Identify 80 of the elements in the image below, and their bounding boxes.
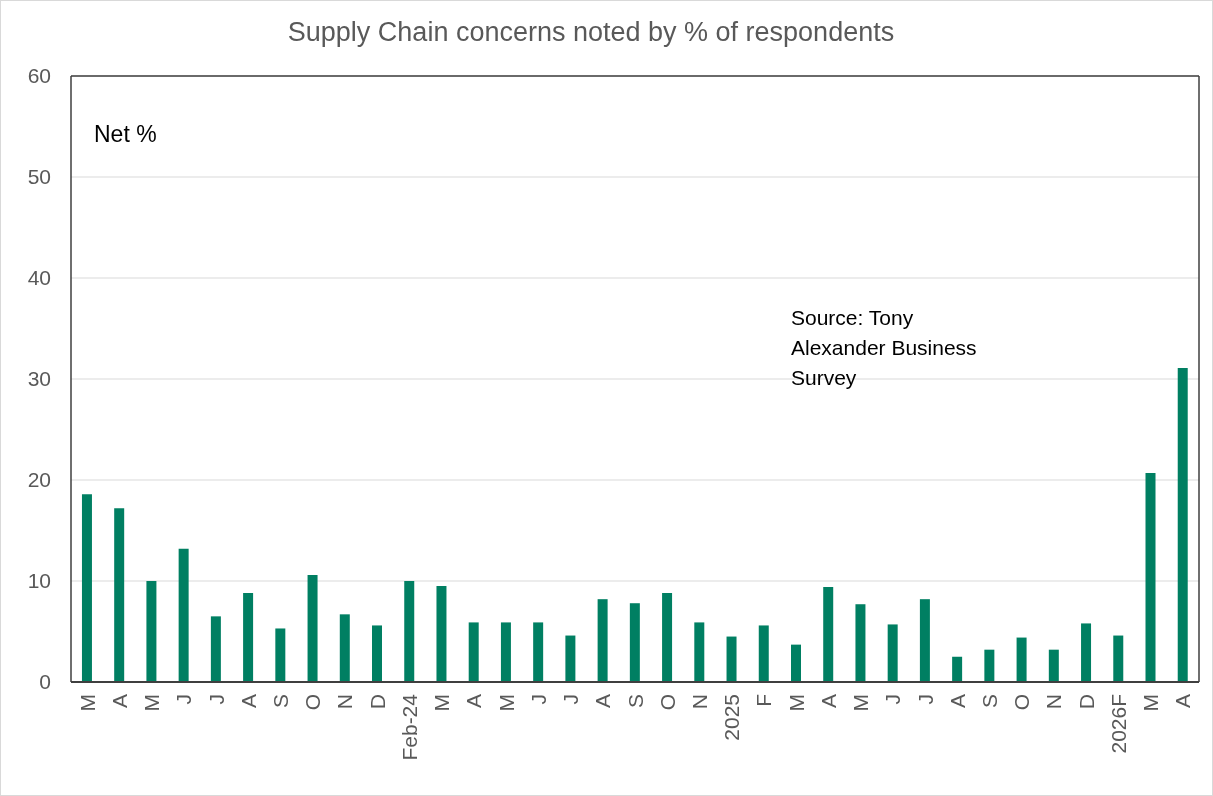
- bar: [436, 586, 447, 682]
- bar: [339, 614, 350, 682]
- bar: [146, 581, 157, 682]
- bar: [1145, 472, 1156, 682]
- bar: [694, 622, 705, 682]
- x-tick-label: N: [687, 694, 711, 710]
- y-tick-label: 0: [39, 670, 51, 694]
- bar: [952, 656, 963, 682]
- annotation: Source: Tony Alexander Business Survey: [791, 305, 978, 391]
- bar: [178, 548, 189, 682]
- x-tick-label: 2025: [720, 694, 744, 741]
- y-tick-label: 20: [27, 468, 51, 492]
- bar: [855, 604, 866, 682]
- x-tick-label: S: [623, 694, 647, 709]
- x-tick-label: A: [462, 694, 486, 709]
- bar: [468, 622, 479, 682]
- x-tick-label: J: [559, 694, 583, 705]
- x-tick-label: M: [849, 694, 873, 712]
- x-tick-label: M: [784, 694, 808, 712]
- x-tick-label: A: [591, 694, 615, 709]
- bar: [114, 508, 125, 682]
- bar: [790, 644, 801, 682]
- bar: [500, 622, 511, 682]
- bar: [1081, 623, 1092, 682]
- x-tick-label: S: [978, 694, 1002, 709]
- x-tick-label: N: [1042, 694, 1066, 710]
- bar: [307, 574, 318, 682]
- bar: [1113, 635, 1124, 682]
- bar: [81, 494, 92, 682]
- y-tick-label: 40: [27, 266, 51, 290]
- x-tick-label: A: [945, 694, 969, 709]
- x-tick-label: A: [107, 694, 131, 709]
- x-tick-label: J: [172, 694, 196, 705]
- x-tick-label: A: [236, 694, 260, 709]
- bar: [758, 625, 769, 682]
- bar: [533, 622, 544, 682]
- bar: [597, 599, 608, 682]
- chart-title: Supply Chain concerns noted by % of respondents: [286, 17, 896, 48]
- y-tick-label: 10: [27, 569, 51, 593]
- x-tick-label: 2026F: [1106, 694, 1130, 754]
- bar: [275, 628, 286, 682]
- x-tick-label: J: [913, 694, 937, 705]
- x-tick-label: M: [494, 694, 518, 712]
- bar: [372, 625, 383, 682]
- bar: [404, 581, 415, 682]
- bar: [823, 587, 834, 682]
- x-tick-label: J: [526, 694, 550, 705]
- annotation: Net %: [94, 121, 158, 148]
- bar: [984, 649, 995, 682]
- bar: [919, 599, 930, 682]
- x-tick-label: A: [816, 694, 840, 709]
- x-tick-label: J: [204, 694, 228, 705]
- x-tick-label: Feb-24: [397, 693, 421, 761]
- bar: [1016, 637, 1027, 682]
- x-tick-label: M: [75, 694, 99, 712]
- y-tick-label: 30: [27, 367, 51, 391]
- x-tick-label: O: [655, 694, 679, 711]
- x-tick-label: M: [430, 694, 454, 712]
- x-tick-label: F: [752, 694, 776, 707]
- bar: [662, 593, 673, 682]
- x-tick-label: M: [1139, 694, 1163, 712]
- bar: [210, 616, 221, 682]
- x-tick-label: J: [881, 694, 905, 705]
- x-tick-label: N: [333, 694, 357, 710]
- bar: [1048, 649, 1059, 682]
- x-tick-label: D: [365, 694, 389, 710]
- bar: [565, 635, 576, 682]
- bar: [726, 636, 737, 682]
- x-tick-label: O: [301, 694, 325, 711]
- x-tick-label: A: [1171, 694, 1195, 709]
- x-tick-label: D: [1074, 694, 1098, 710]
- x-tick-label: O: [1010, 694, 1034, 711]
- bar: [629, 603, 640, 682]
- y-tick-label: 50: [27, 165, 51, 189]
- x-tick-label: M: [140, 694, 164, 712]
- bar: [243, 593, 254, 682]
- bar: [887, 624, 898, 682]
- bar: [1177, 367, 1188, 682]
- y-tick-label: 60: [27, 64, 51, 88]
- x-tick-label: S: [268, 694, 292, 709]
